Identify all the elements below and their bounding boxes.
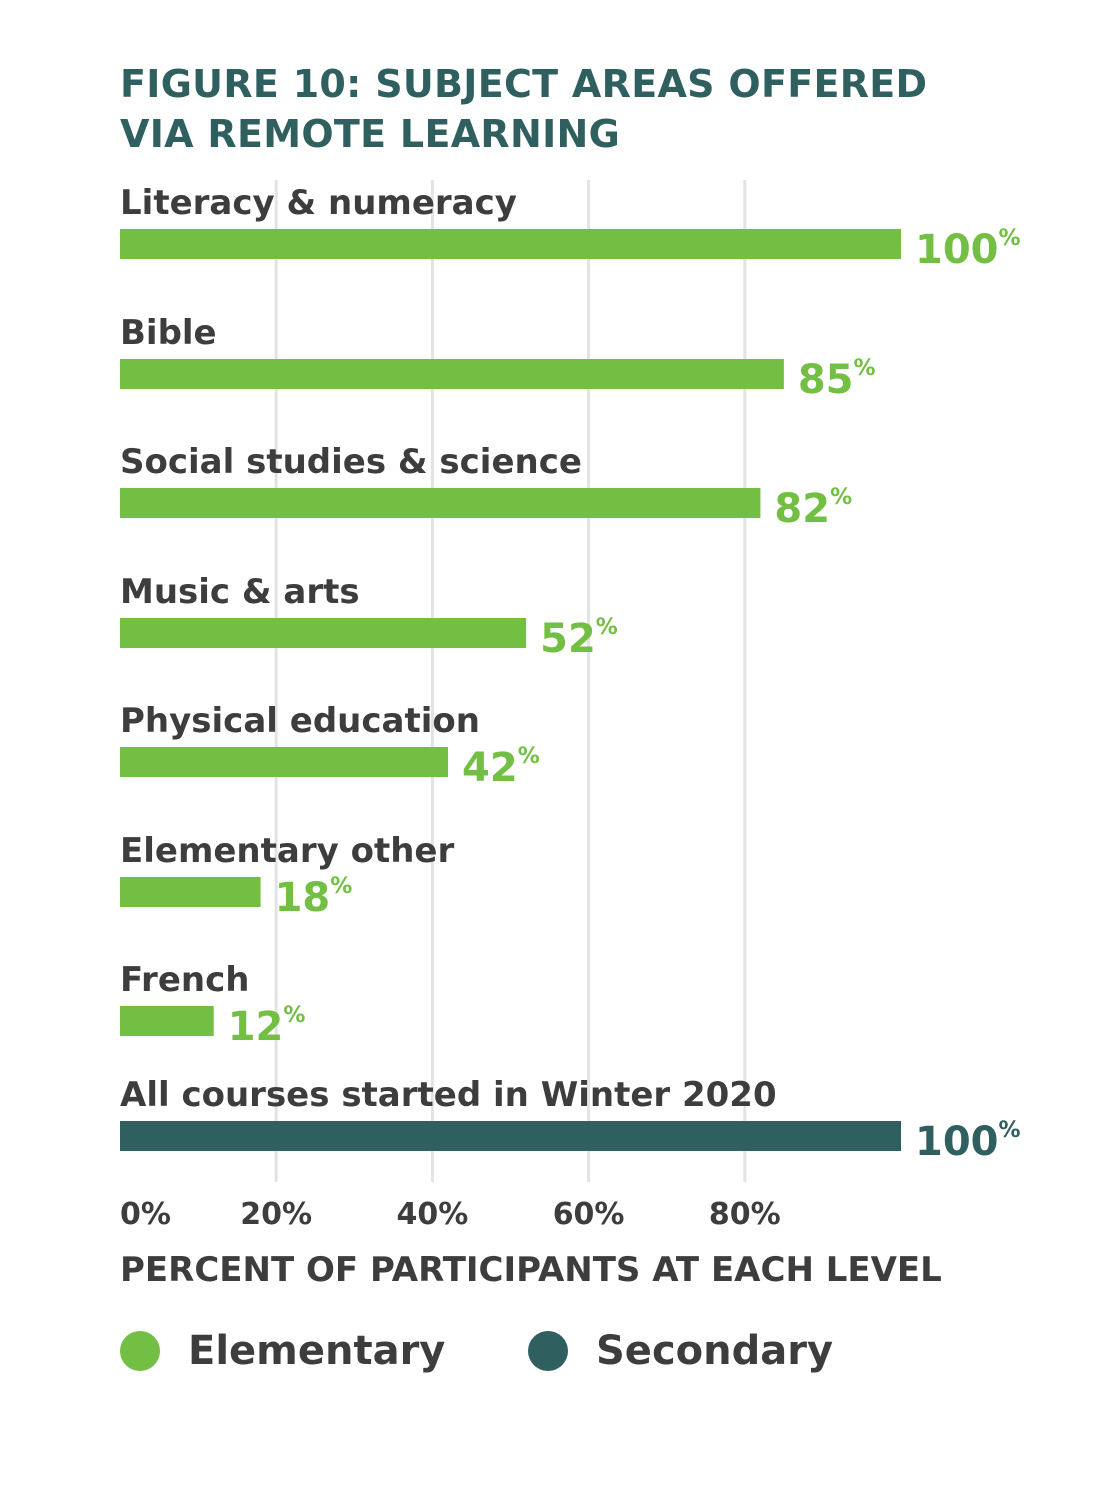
- x-axis-ticks: 0% 20% 40% 60% 80%: [120, 1197, 781, 1232]
- x-axis-title: PERCENT OF PARTICIPANTS AT EACH LEVEL: [120, 1250, 942, 1290]
- category-label-social-studies-science: Social studies & science: [120, 442, 582, 482]
- tick-label-60: 60%: [553, 1197, 625, 1232]
- bar-social-studies-science: [120, 488, 761, 518]
- legend-swatch-elementary: [120, 1331, 160, 1371]
- value-label-french: 12%: [228, 1003, 306, 1050]
- tick-label-20: 20%: [240, 1197, 312, 1232]
- bar-plot: Literacy & numeracy 100% Bible 85% Social st…: [120, 180, 1021, 1232]
- category-label-all-courses-started-in-winter-2020: All courses started in Winter 2020: [120, 1075, 777, 1115]
- legend-label-secondary: Secondary: [596, 1328, 834, 1374]
- bar-music-arts: [120, 618, 527, 648]
- category-label-elementary-other: Elementary other: [120, 831, 454, 871]
- legend-swatch-secondary: [528, 1331, 568, 1371]
- tick-label-40: 40%: [396, 1197, 468, 1232]
- bar-literacy-numeracy: [120, 229, 901, 259]
- category-label-physical-education: Physical education: [120, 701, 480, 741]
- category-label-bible: Bible: [120, 313, 217, 353]
- value-label-physical-education: 42%: [462, 744, 540, 791]
- bar-bible: [120, 359, 784, 389]
- category-label-literacy-numeracy: Literacy & numeracy: [120, 183, 517, 223]
- legend-label-elementary: Elementary: [188, 1328, 446, 1374]
- bar-all-courses-started-in-winter-2020: [120, 1121, 901, 1151]
- gridlines: [274, 180, 747, 1182]
- chart-title-line-2: VIA REMOTE LEARNING: [120, 112, 621, 156]
- bar-french: [120, 1006, 214, 1036]
- category-label-music-arts: Music & arts: [120, 572, 360, 612]
- category-label-french: French: [120, 960, 249, 1000]
- value-label-bible: 85%: [798, 356, 876, 403]
- value-label-literacy-numeracy: 100%: [915, 226, 1021, 273]
- value-label-all-courses-started-in-winter-2020: 100%: [915, 1118, 1021, 1165]
- bar-elementary-other: [120, 877, 261, 907]
- value-label-social-studies-science: 82%: [774, 485, 852, 532]
- bar-physical-education: [120, 747, 449, 777]
- value-label-music-arts: 52%: [540, 615, 618, 662]
- chart-title-line-1: FIGURE 10: SUBJECT AREAS OFFERED: [120, 62, 928, 106]
- tick-label-0: 0%: [120, 1197, 171, 1232]
- tick-label-80: 80%: [709, 1197, 781, 1232]
- bars: Literacy & numeracy 100% Bible 85% Social st…: [120, 183, 1021, 1165]
- value-label-elementary-other: 18%: [275, 874, 353, 921]
